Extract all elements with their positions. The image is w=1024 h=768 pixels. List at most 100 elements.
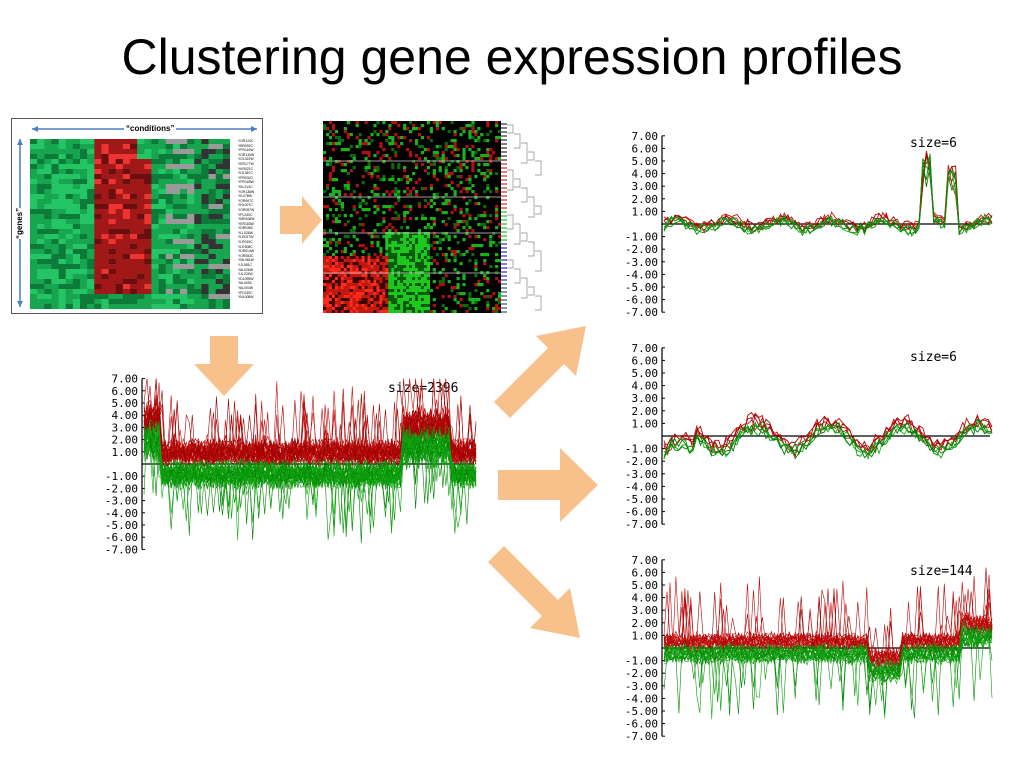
- gene-id: YDR014W: [238, 249, 255, 254]
- profile-line: [663, 155, 993, 236]
- y-tick-label: 7.00: [632, 130, 659, 143]
- gene-id: YML081W: [238, 258, 254, 263]
- gene-id: YLR308C: [238, 244, 253, 249]
- y-tick-label: 3.00: [632, 180, 659, 193]
- gene-id: YMR108W: [238, 217, 255, 222]
- y-tick-label: -4.00: [625, 480, 658, 493]
- y-tick-label: 1.00: [632, 205, 659, 218]
- gene-id: YAL004W: [238, 286, 254, 290]
- y-tick-label: 7.00: [632, 342, 659, 355]
- right-arrow-icon: [280, 196, 322, 244]
- gene-id: YKL213C: [238, 184, 253, 189]
- cluster1-expression-plot: size=6 7.006.005.004.003.002.001.00 -1.00…: [625, 130, 993, 319]
- y-tick-label: 3.00: [632, 392, 659, 405]
- gene-id: YBR092C: [238, 143, 254, 148]
- gene-id: YAL005C: [238, 281, 253, 286]
- y-tick-label: 5.00: [112, 397, 139, 410]
- y-tick-label: 3.00: [632, 604, 659, 617]
- y-tick-label: 4.00: [632, 168, 659, 181]
- profile-line: [143, 401, 477, 468]
- heatmap-small-grid: [30, 139, 230, 309]
- profile-line: [663, 418, 993, 460]
- gene-id: YHL007C: [238, 203, 253, 208]
- down-right-arrow-icon: [488, 546, 580, 638]
- profile-line: [143, 430, 477, 522]
- y-tick-label: -4.00: [625, 268, 658, 281]
- dendrogram: [501, 121, 543, 313]
- y-tick-label: -5.00: [625, 705, 658, 718]
- down-arrow-icon: [194, 336, 254, 396]
- gene-id: YJL224W: [238, 272, 253, 277]
- gene-id: YIL078W: [238, 194, 252, 199]
- gene-id: YOR087W: [238, 207, 255, 212]
- profile-line: [663, 419, 993, 460]
- y-tick-label: 4.00: [632, 380, 659, 393]
- profile-line: [143, 420, 477, 523]
- gene-id: YER177W: [238, 161, 254, 166]
- y-tick-label: -4.00: [105, 507, 138, 520]
- profile-line: [663, 150, 993, 234]
- y-tick-label: -1.00: [625, 443, 658, 456]
- y-tick-label: -6.00: [625, 718, 658, 731]
- gene-id: YLR017W: [238, 235, 254, 240]
- gene-id: YOL087C: [238, 171, 253, 176]
- y-tick-label: 5.00: [632, 367, 659, 380]
- y-tick-label: -3.00: [625, 256, 658, 269]
- y-tick-label: 7.00: [112, 373, 139, 386]
- y-tick-label: 2.00: [632, 193, 659, 206]
- profile-line: [663, 154, 993, 232]
- y-axis: 7.006.005.004.003.002.001.00 -1.00-2.00-3…: [625, 130, 665, 319]
- gene-id: YDL095W: [238, 276, 254, 281]
- y-tick-label: -7.00: [625, 306, 658, 319]
- cluster3-expression-plot: size=144 7.006.005.004.003.002.001.00 -1.…: [625, 556, 993, 743]
- profile-line: [143, 427, 477, 536]
- y-tick-label: -6.00: [625, 506, 658, 519]
- y-axis: 7.006.005.004.003.002.001.00 -1.00-2.00-3…: [625, 556, 665, 743]
- profile-line: [143, 429, 477, 513]
- gene-id: YJL081C: [238, 263, 252, 268]
- y-tick-label: 1.00: [112, 446, 139, 459]
- profile-line: [663, 420, 993, 459]
- up-right-arrow-icon: [494, 326, 586, 418]
- y-tick-label: 5.00: [632, 579, 659, 592]
- profile-line: [663, 583, 993, 668]
- genes-label: “genes”: [15, 207, 24, 239]
- cluster2-expression-plot: size=6 7.006.005.004.003.002.001.00 -1.00…: [625, 342, 993, 531]
- y-axis: 7.006.005.004.003.002.001.00 -1.00-2.00-3…: [625, 342, 665, 531]
- y-tick-label: 6.00: [632, 142, 659, 155]
- gene-id: YKR021C: [238, 166, 254, 171]
- gene-id: YOR067C: [238, 198, 254, 203]
- profile-line: [143, 434, 477, 509]
- gene-id: YPL240C: [238, 212, 253, 217]
- gene-id: YDR038C: [238, 226, 254, 231]
- y-tick-label: 1.00: [632, 629, 659, 642]
- y-tick-label: 6.00: [632, 566, 659, 579]
- y-tick-label: 4.00: [632, 592, 659, 605]
- y-tick-label: -1.00: [105, 470, 138, 483]
- profile-line: [663, 153, 993, 237]
- y-axis: 7.006.005.004.003.002.001.00 -1.00-2.00-3…: [105, 373, 145, 556]
- profile-line: [663, 414, 993, 456]
- y-tick-label: -2.00: [625, 667, 658, 680]
- y-tick-label: -7.00: [105, 543, 138, 556]
- y-tick-label: -4.00: [625, 692, 658, 705]
- y-tick-label: -7.00: [625, 518, 658, 531]
- gene-id: YGR138W: [238, 189, 255, 194]
- profile-line: [663, 596, 993, 676]
- y-tick-label: -1.00: [625, 655, 658, 668]
- gene-id: YGR124C: [238, 139, 254, 143]
- profile-line: [663, 153, 993, 233]
- heatmap-big-grid: [323, 121, 501, 313]
- gene-id: YOR083C: [238, 253, 254, 258]
- profile-line: [663, 602, 993, 668]
- y-tick-label: 4.00: [112, 409, 139, 422]
- y-tick-label: 7.00: [632, 556, 659, 567]
- annotated-heatmap: “conditions” “genes” YGR124C YBR092C YPR11…: [11, 118, 263, 314]
- y-tick-label: 3.00: [112, 421, 139, 434]
- y-tick-label: -2.00: [625, 455, 658, 468]
- clustered-heatmap: [323, 121, 543, 313]
- gene-id: YNL008W: [238, 295, 254, 300]
- y-tick-label: -3.00: [625, 468, 658, 481]
- gene-id: YPR116W: [238, 148, 254, 153]
- cluster1-size-label: size=6: [910, 136, 957, 151]
